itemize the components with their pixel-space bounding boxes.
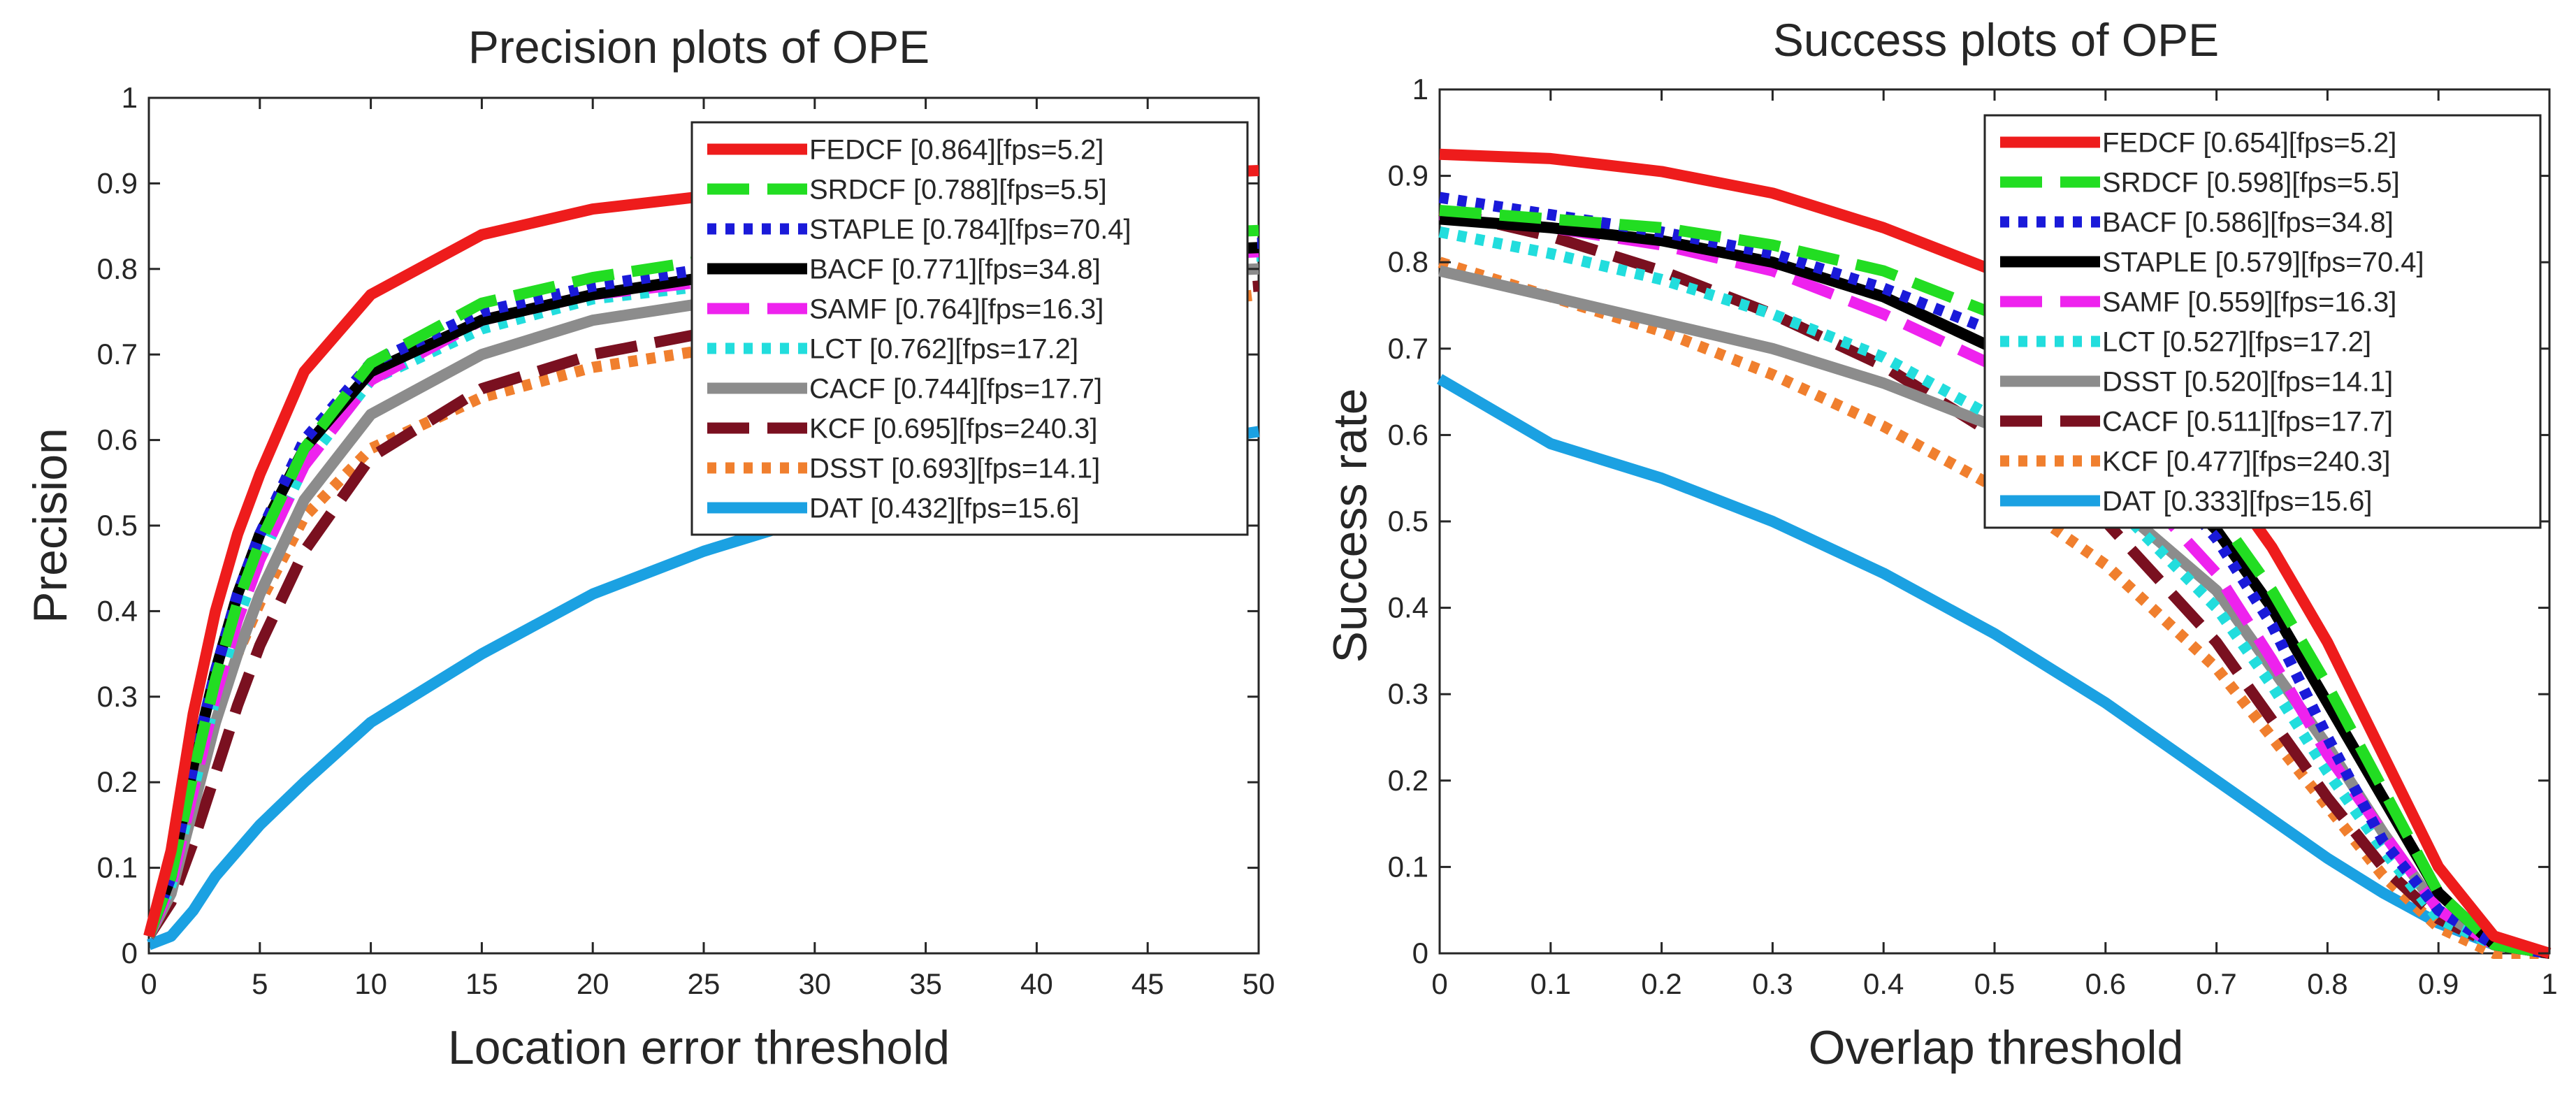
y-tick-label: 0.6 <box>97 424 138 456</box>
x-tick-label: 30 <box>798 967 831 1000</box>
legend-label: LCT [0.762][fps=17.2] <box>809 334 1078 365</box>
x-tick-label: 0.8 <box>2307 967 2347 1000</box>
legend-label: FEDCF [0.654][fps=5.2] <box>2102 128 2396 159</box>
y-tick-label: 0.2 <box>97 765 138 798</box>
y-tick-label: 0.5 <box>1388 505 1428 537</box>
legend-label: STAPLE [0.579][fps=70.4] <box>2102 247 2424 278</box>
legend-label: DSST [0.520][fps=14.1] <box>2102 367 2393 398</box>
x-tick-label: 0.7 <box>2196 967 2236 1000</box>
x-tick-label: 0.6 <box>2085 967 2126 1000</box>
y-tick-label: 0.3 <box>1388 677 1428 710</box>
x-tick-label: 0 <box>1431 967 1447 1000</box>
legend-label: FEDCF [0.864][fps=5.2] <box>809 135 1104 166</box>
x-tick-label: 10 <box>354 967 387 1000</box>
y-tick-label: 0.9 <box>1388 159 1428 192</box>
y-tick-label: 0 <box>122 937 138 969</box>
y-tick-label: 0.7 <box>97 338 138 370</box>
precision-plot-legend: FEDCF [0.864][fps=5.2] SRDCF [0.788][fps=… <box>690 121 1249 536</box>
legend-label: CACF [0.744][fps=17.7] <box>809 374 1102 405</box>
y-tick-label: 0.4 <box>97 594 138 627</box>
legend-label: SAMF [0.559][fps=16.3] <box>2102 287 2396 318</box>
x-tick-label: 0.3 <box>1752 967 1793 1000</box>
x-tick-label: 0 <box>140 967 157 1000</box>
x-tick-label: 50 <box>1243 967 1275 1000</box>
legend-label: BACF [0.586][fps=34.8] <box>2102 208 2394 238</box>
legend-label: DAT [0.333][fps=15.6] <box>2102 486 2373 517</box>
success-plot-ylabel: Success rate <box>1324 388 1377 663</box>
legend-label: SAMF [0.764][fps=16.3] <box>809 294 1104 325</box>
legend-label: BACF [0.771][fps=34.8] <box>809 254 1101 285</box>
success-plot: Success plots of OPE 0 0.1 0.2 0.3 0.4 0.5 0.6… <box>1324 14 2558 1074</box>
success-plot-legend: FEDCF [0.654][fps=5.2] SRDCF [0.598][fps=… <box>1983 114 2542 529</box>
x-tick-label: 0.2 <box>1641 967 1681 1000</box>
x-tick-label: 0.1 <box>1531 967 1571 1000</box>
legend-label: DSST [0.693][fps=14.1] <box>809 454 1100 484</box>
y-tick-label: 0.7 <box>1388 332 1428 365</box>
x-tick-label: 20 <box>577 967 609 1000</box>
y-tick-label: 0.1 <box>97 851 138 884</box>
legend-label: SRDCF [0.598][fps=5.5] <box>2102 168 2400 198</box>
success-plot-xlabel: Overlap threshold <box>1809 1021 2184 1074</box>
y-tick-label: 0 <box>1412 937 1428 969</box>
legend-label: LCT [0.527][fps=17.2] <box>2102 327 2371 358</box>
legend-label: KCF [0.477][fps=240.3] <box>2102 447 2390 477</box>
x-tick-label: 5 <box>252 967 268 1000</box>
series-line-srdcf <box>143 224 1259 939</box>
precision-plot-xlabel: Location error threshold <box>448 1021 950 1074</box>
x-tick-label: 1 <box>2541 967 2557 1000</box>
y-tick-label: 0.9 <box>97 166 138 199</box>
x-tick-label: 15 <box>465 967 498 1000</box>
y-tick-label: 0.4 <box>1388 591 1428 624</box>
y-tick-label: 0.6 <box>1388 418 1428 451</box>
legend-label: CACF [0.511][fps=17.7] <box>2102 407 2393 438</box>
precision-plot: Precision plots of OPE 0 5 10 15 20 25 30 35 40 4… <box>24 21 1275 1074</box>
precision-plot-ylabel: Precision <box>24 428 77 623</box>
x-tick-label: 45 <box>1131 967 1164 1000</box>
x-tick-label: 25 <box>688 967 721 1000</box>
series-line-dat <box>1436 374 2551 959</box>
x-tick-label: 0.9 <box>2418 967 2459 1000</box>
y-tick-label: 0.1 <box>1388 850 1428 883</box>
legend-label: STAPLE [0.784][fps=70.4] <box>809 215 1131 245</box>
x-tick-label: 0.4 <box>1863 967 1904 1000</box>
y-tick-label: 1 <box>122 81 138 114</box>
series-line-lct <box>1438 226 2551 959</box>
y-tick-label: 0.8 <box>1388 245 1428 278</box>
y-tick-label: 0.5 <box>97 509 138 542</box>
y-tick-label: 0.8 <box>97 252 138 285</box>
legend-label: KCF [0.695][fps=240.3] <box>809 414 1097 445</box>
precision-plot-title: Precision plots of OPE <box>468 21 929 73</box>
y-tick-label: 1 <box>1412 73 1428 106</box>
success-plot-title: Success plots of OPE <box>1773 14 2219 66</box>
x-tick-label: 35 <box>909 967 942 1000</box>
legend-label: SRDCF [0.788][fps=5.5] <box>809 175 1107 205</box>
series-line-cacf <box>1438 205 2551 959</box>
y-tick-label: 0.2 <box>1388 764 1428 797</box>
x-tick-label: 40 <box>1020 967 1053 1000</box>
x-tick-label: 0.5 <box>1974 967 2015 1000</box>
legend-label: DAT [0.432][fps=15.6] <box>809 493 1080 524</box>
y-tick-label: 0.3 <box>97 680 138 713</box>
